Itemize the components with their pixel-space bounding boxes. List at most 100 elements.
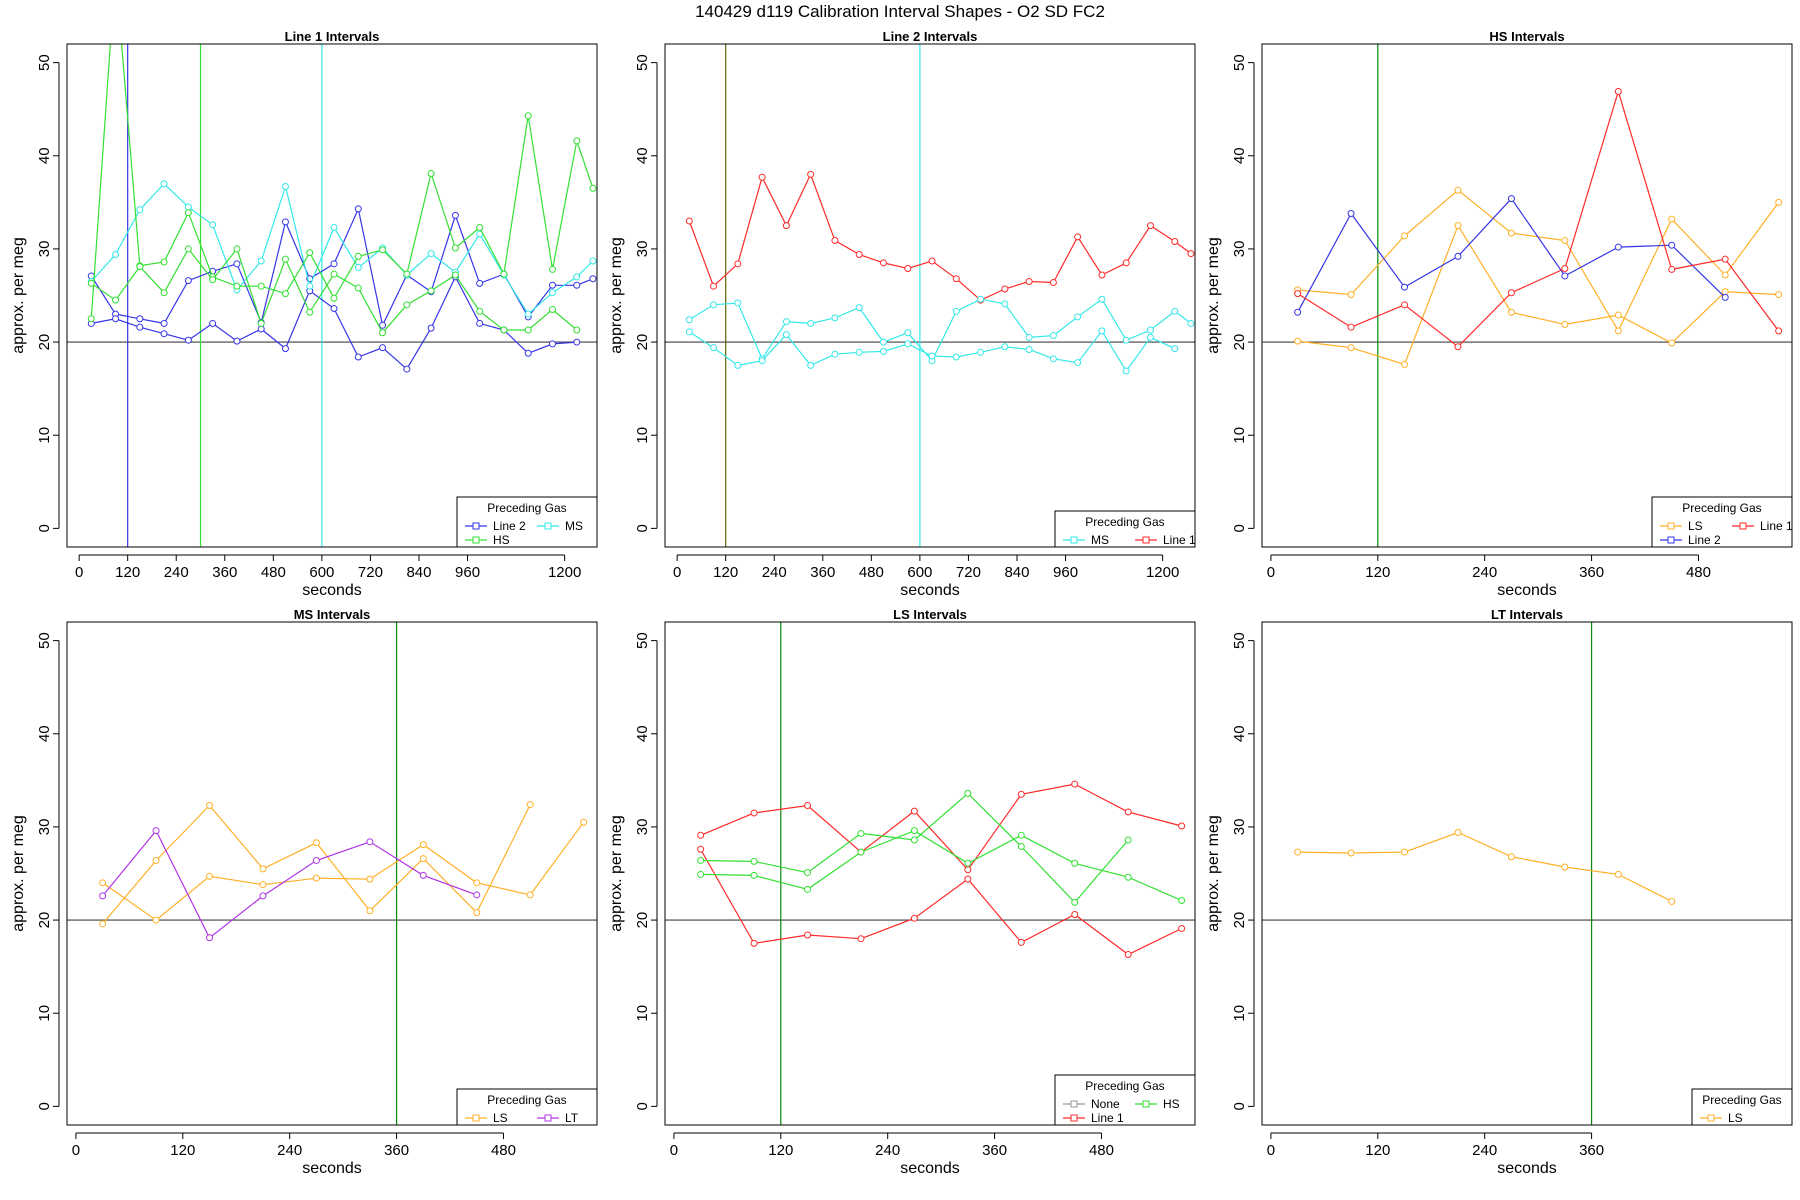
data-point <box>160 330 168 338</box>
data-point <box>476 319 484 327</box>
legend-title: Preceding Gas <box>1085 1079 1164 1093</box>
legend-swatch-marker <box>1070 1114 1078 1122</box>
figure-title: 140429 d119 Calibration Interval Shapes … <box>695 2 1105 21</box>
data-point <box>419 871 427 879</box>
data-point <box>1454 252 1462 260</box>
x-tick-label: 480 <box>1089 1142 1114 1159</box>
data-point <box>1614 870 1622 878</box>
data-point <box>500 270 508 278</box>
data-point <box>1171 307 1179 315</box>
series-group <box>1294 829 1676 905</box>
data-point <box>419 841 427 849</box>
data-point <box>1001 285 1009 293</box>
x-tick-label: 360 <box>810 564 835 581</box>
panel-title: MS Intervals <box>294 607 371 622</box>
series-line <box>688 298 1192 362</box>
x-tick-label: 360 <box>1579 564 1604 581</box>
chart-panel: MS Intervals 0 120 240 360 480 seconds 0 10 20 30 4… <box>10 607 598 1177</box>
data-point <box>306 308 314 316</box>
data-point <box>1071 780 1079 788</box>
data-point <box>1146 326 1154 334</box>
x-tick-label: 240 <box>164 564 189 581</box>
series-line <box>700 830 1182 902</box>
data-point <box>330 294 338 302</box>
x-tick-label: 1200 <box>1146 564 1179 581</box>
data-point <box>476 279 484 287</box>
data-point <box>451 211 459 219</box>
x-tick-label: 480 <box>491 1142 516 1159</box>
legend-box <box>1054 510 1196 548</box>
data-point <box>526 801 534 809</box>
data-point <box>1454 829 1462 837</box>
data-point <box>857 935 865 943</box>
data-point <box>548 340 556 348</box>
data-point <box>524 349 532 357</box>
data-point <box>112 251 120 259</box>
data-point <box>1347 344 1355 352</box>
data-point <box>1294 848 1302 856</box>
data-point <box>804 869 812 877</box>
data-point <box>928 257 936 265</box>
data-point <box>1017 938 1025 946</box>
data-point <box>99 879 107 887</box>
x-tick-label: 240 <box>875 1142 900 1159</box>
data-point <box>710 344 718 352</box>
data-point <box>1071 898 1079 906</box>
data-point <box>710 301 718 309</box>
chart-panel: Line 2 Intervals 0 120 240 360 480 600 720 840 96… <box>608 29 1196 599</box>
data-point <box>1614 327 1622 335</box>
data-point <box>184 277 192 285</box>
data-point <box>1454 222 1462 230</box>
x-tick-label: 120 <box>1365 1142 1390 1159</box>
data-point <box>1049 332 1057 340</box>
data-point <box>160 258 168 266</box>
y-axis-label: approx. per meg <box>1205 237 1222 354</box>
data-point <box>1187 319 1195 327</box>
legend-entry-label: LS <box>493 1111 508 1125</box>
series-line <box>688 329 1176 373</box>
y-axis-label: approx. per meg <box>10 815 27 932</box>
x-tick-label: 960 <box>455 564 480 581</box>
legend-box <box>456 496 598 548</box>
data-point <box>524 326 532 334</box>
data-point <box>451 244 459 252</box>
data-point <box>427 287 435 295</box>
data-point <box>152 916 160 924</box>
data-point <box>306 249 314 257</box>
y-tick-label: 50 <box>36 632 53 649</box>
data-point <box>160 319 168 327</box>
legend-swatch-marker <box>472 1114 480 1122</box>
data-point <box>952 353 960 361</box>
data-point <box>904 264 912 272</box>
data-point <box>1001 300 1009 308</box>
series-line <box>1297 89 1780 348</box>
legend-title: Preceding Gas <box>487 501 566 515</box>
series-group <box>1294 88 1783 368</box>
data-point <box>1124 873 1132 881</box>
panel-title: LS Intervals <box>893 607 967 622</box>
x-tick-label: 0 <box>1267 564 1275 581</box>
data-point <box>354 205 362 213</box>
data-point <box>804 802 812 810</box>
data-point <box>354 353 362 361</box>
chart-panel: LT Intervals 0 120 240 360 seconds 0 10 20 30 40 50… <box>1205 607 1793 1177</box>
data-point <box>524 310 532 318</box>
data-point <box>209 276 217 284</box>
data-point <box>330 270 338 278</box>
data-point <box>366 875 374 883</box>
data-point <box>589 184 597 192</box>
data-point <box>782 318 790 326</box>
data-point <box>910 807 918 815</box>
data-point <box>1098 295 1106 303</box>
x-tick-label: 0 <box>72 1142 80 1159</box>
data-point <box>330 305 338 313</box>
legend-box <box>1651 496 1793 548</box>
x-tick-label: 840 <box>1004 564 1029 581</box>
data-point <box>734 260 742 268</box>
data-point <box>330 224 338 232</box>
data-point <box>209 319 217 327</box>
data-point <box>1561 237 1569 245</box>
data-point <box>734 299 742 307</box>
x-tick-label: 0 <box>670 1142 678 1159</box>
x-tick-label: 240 <box>762 564 787 581</box>
